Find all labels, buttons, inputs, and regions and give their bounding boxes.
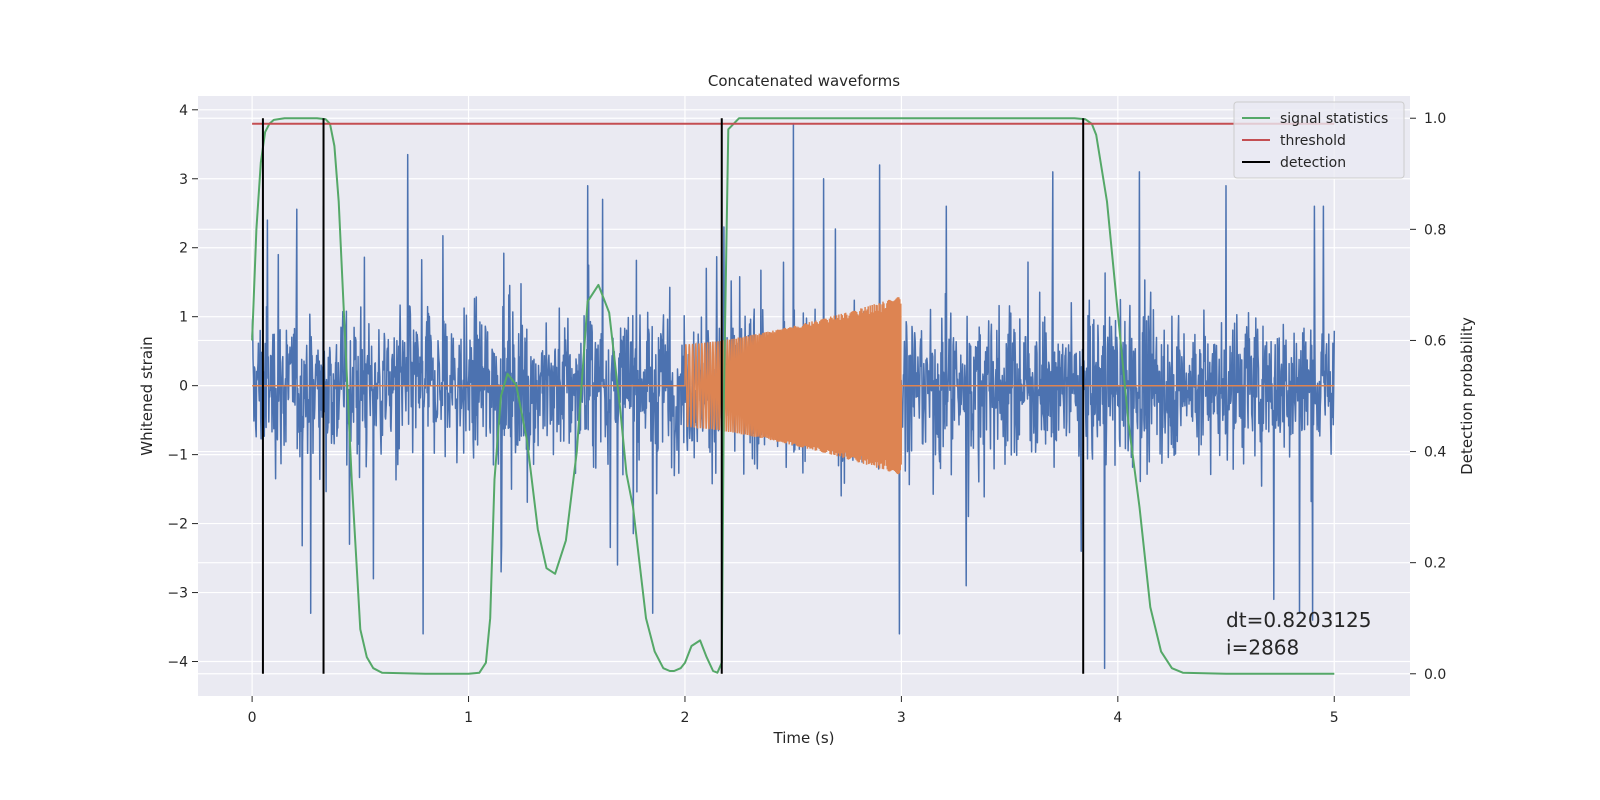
annotations: dt=0.8203125 i=2868	[1226, 608, 1371, 660]
series-strain-line	[251, 122, 1336, 670]
x-tick-label: 0	[248, 710, 257, 726]
legend-label: threshold	[1280, 133, 1346, 149]
chart-title: Concatenated waveforms	[708, 72, 900, 90]
legend-label: signal statistics	[1280, 111, 1388, 127]
x-tick-label: 1	[464, 710, 473, 726]
y-left-tick-label: 3	[179, 172, 188, 188]
series-layer	[251, 117, 1336, 675]
y-right-tick-label: 0.0	[1424, 667, 1446, 683]
x-tick-label: 3	[897, 710, 906, 726]
series-signal-statistics-line	[251, 117, 1335, 675]
legend: signal statistics threshold detection	[1233, 101, 1405, 179]
x-tick-label: 4	[1113, 710, 1122, 726]
y-left-tick-label: −4	[167, 655, 188, 671]
y-right-tick-label: 0.4	[1424, 445, 1446, 461]
y-left-tick-label: −2	[167, 517, 188, 533]
axes-layer: 0 1 2 3 4 5 −4 −3 −2 −1 0 1 2 3 4 0.0 0.2 0.4 0.6 0.8 1.0	[167, 103, 1446, 726]
y-left-tick-label: 1	[179, 310, 188, 326]
annotation-text: i=2868	[1226, 636, 1299, 660]
y-left-tick-label: 2	[179, 241, 188, 257]
y-left-tick-label: 0	[179, 379, 188, 395]
y-left-tick-label: −3	[167, 586, 188, 602]
legend-box	[1233, 101, 1405, 179]
y-right-tick-label: 0.6	[1424, 333, 1446, 349]
legend-label: detection	[1280, 155, 1346, 171]
x-axis-label: Time (s)	[773, 729, 835, 747]
x-tick-label: 5	[1330, 710, 1339, 726]
y-axis-label-left: Whitened strain	[138, 336, 156, 455]
y-right-tick-label: 0.8	[1424, 222, 1446, 238]
y-right-tick-label: 0.2	[1424, 556, 1446, 572]
y-axis-label-right: Detection probability	[1458, 317, 1476, 475]
y-right-tick-label: 1.0	[1424, 111, 1446, 127]
y-left-tick-label: −1	[167, 448, 188, 464]
x-tick-label: 2	[681, 710, 690, 726]
y-left-tick-label: 4	[179, 103, 188, 119]
annotation-text: dt=0.8203125	[1226, 608, 1371, 632]
